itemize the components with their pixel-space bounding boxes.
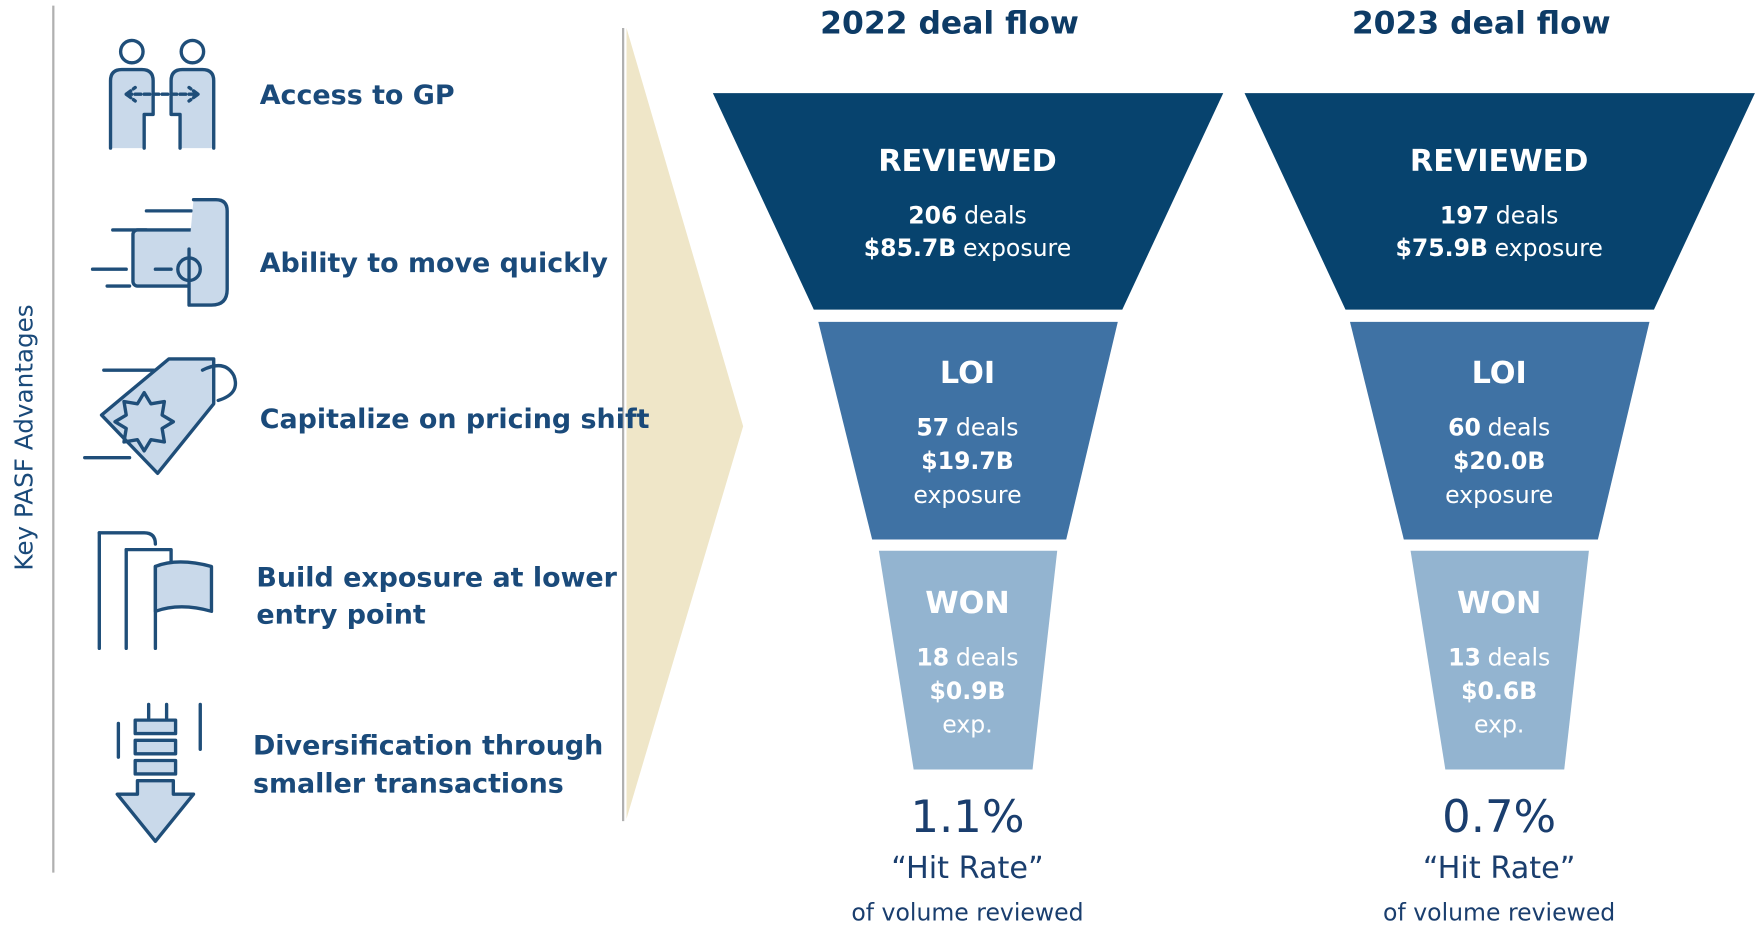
icon-flags <box>97 531 214 651</box>
hit-rate: 0.7% <box>1442 790 1556 843</box>
advantage-text: Diversification through <box>253 731 603 762</box>
stage-text: $75.9B <box>1395 234 1487 262</box>
funnel-stage <box>1349 321 1650 540</box>
stage-line: $0.6B <box>1461 677 1537 705</box>
stage-text: deals <box>1488 413 1551 441</box>
stage-text: exposure <box>963 234 1071 262</box>
advantage-text: Capitalize on pricing shift <box>260 404 650 435</box>
stage-text: deals <box>956 643 1019 671</box>
advantage-text: smaller transactions <box>253 769 564 800</box>
stage-text: exposure <box>913 480 1021 508</box>
stage-text: $20.0B <box>1453 447 1545 475</box>
stage-text: deals <box>1488 643 1551 671</box>
stage-text: 60 <box>1448 413 1481 441</box>
stage-text: deals <box>956 413 1019 441</box>
stage-line: 18 deals <box>916 643 1018 671</box>
stage-line: exposure <box>913 480 1021 508</box>
stage-line: 13 deals <box>1448 643 1550 671</box>
stage-text: exp. <box>1474 710 1524 738</box>
stage-name: LOI <box>1472 356 1527 391</box>
stage-name: WON <box>1457 586 1541 621</box>
advantage-text: entry point <box>256 599 426 630</box>
icon-people <box>108 38 216 150</box>
caption: of volume reviewed <box>851 899 1083 927</box>
stage-name: REVIEWED <box>1410 144 1589 179</box>
hit-label: “Hit Rate” <box>891 851 1043 886</box>
advantage-text: Build exposure at lower <box>256 562 617 593</box>
stage-line: exp. <box>1474 710 1524 738</box>
stage-line: $0.9B <box>929 677 1005 705</box>
stage-line: 206 deals <box>908 201 1027 229</box>
funnel-stage <box>712 93 1224 310</box>
stage-text: deals <box>964 201 1027 229</box>
funnel-stage <box>818 321 1118 540</box>
icon-arrow <box>115 702 202 843</box>
stage-text: 57 <box>916 413 949 441</box>
stage-line: 60 deals <box>1448 413 1550 441</box>
stage-line: 197 deals <box>1440 201 1559 229</box>
funnel-stage <box>1244 93 1755 310</box>
stage-text: 18 <box>916 643 949 671</box>
stage-text: 197 <box>1440 201 1489 229</box>
stage-name: REVIEWED <box>878 144 1057 179</box>
stage-text: exp. <box>942 710 992 738</box>
funnel-stage <box>878 550 1058 770</box>
stage-name: LOI <box>940 356 995 391</box>
stage-text: $19.7B <box>921 447 1013 475</box>
stage-text: deals <box>1496 201 1559 229</box>
stage-text: $85.7B <box>864 234 956 262</box>
hit-label: “Hit Rate” <box>1423 851 1575 886</box>
advantage-text: Access to GP <box>260 80 455 111</box>
stage-line: exp. <box>942 710 992 738</box>
sidebar-label: Key PASF Advantages <box>9 304 38 570</box>
stage-line: 57 deals <box>916 413 1018 441</box>
caption: of volume reviewed <box>1383 899 1615 927</box>
stage-text: 206 <box>908 201 957 229</box>
stage-name: WON <box>925 586 1009 621</box>
funnel-stage <box>1410 550 1589 770</box>
stage-text: 13 <box>1448 643 1481 671</box>
stage-text: $0.6B <box>1461 677 1537 705</box>
funnel-title: 2022 deal flow <box>820 6 1079 42</box>
stage-line: exposure <box>1445 480 1553 508</box>
stage-line: $20.0B <box>1453 447 1545 475</box>
stage-text: $0.9B <box>929 677 1005 705</box>
funnel-title: 2023 deal flow <box>1352 6 1611 42</box>
stage-line: $75.9B exposure <box>1395 234 1602 262</box>
icon-tag <box>83 357 238 476</box>
icon-money <box>90 197 229 307</box>
stage-text: exposure <box>1495 234 1603 262</box>
advantage-text: Ability to move quickly <box>260 248 609 279</box>
chevron <box>626 28 744 819</box>
stage-line: $19.7B <box>921 447 1013 475</box>
stage-text: exposure <box>1445 480 1553 508</box>
hit-rate: 1.1% <box>911 790 1025 843</box>
stage-line: $85.7B exposure <box>864 234 1071 262</box>
